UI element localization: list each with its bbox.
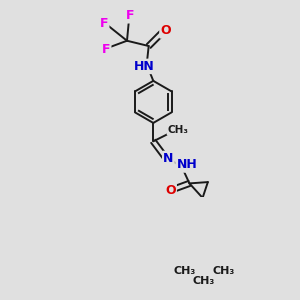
Text: HN: HN (134, 60, 155, 73)
Text: F: F (126, 9, 134, 22)
Text: CH₃: CH₃ (168, 124, 189, 134)
Text: O: O (160, 24, 171, 38)
Text: O: O (165, 184, 176, 197)
Text: F: F (102, 43, 110, 56)
Text: CH₃: CH₃ (193, 276, 215, 286)
Text: CH₃: CH₃ (173, 266, 195, 277)
Text: N: N (163, 152, 174, 165)
Text: F: F (100, 16, 108, 29)
Text: CH₃: CH₃ (212, 266, 235, 277)
Text: NH: NH (176, 158, 197, 172)
